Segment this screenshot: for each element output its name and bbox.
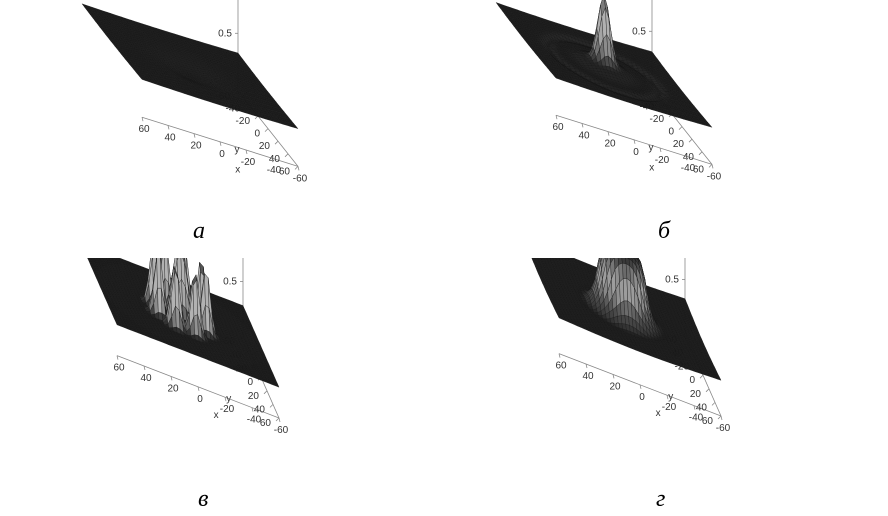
y-tick-label: 40 xyxy=(269,154,281,165)
x-tick-mark xyxy=(167,125,170,130)
x-tick-mark xyxy=(607,131,610,136)
x-tick-label: 0 xyxy=(633,147,639,158)
y-axis-label: y xyxy=(226,393,231,404)
x-tick-mark xyxy=(297,166,300,171)
x-tick-mark xyxy=(143,365,146,371)
x-tick-label: 40 xyxy=(140,373,152,384)
y-tick-label: 0 xyxy=(254,129,260,140)
panel-label-b: б xyxy=(658,218,671,244)
x-tick-mark xyxy=(711,164,714,169)
panel-b: 0.51n-60-40-200204060y-60-40-200204060x … xyxy=(444,0,888,258)
z-tick-label: 0.5 xyxy=(632,26,646,37)
y-tick-mark xyxy=(708,164,713,168)
z-tick-label: 0.5 xyxy=(223,276,237,287)
y-tick-label: 60 xyxy=(693,164,705,175)
y-tick-mark xyxy=(698,151,703,156)
x-tick-label: -40 xyxy=(247,415,262,426)
y-tick-label: -20 xyxy=(236,116,251,127)
y-tick-label: 20 xyxy=(259,141,271,152)
y-tick-mark xyxy=(275,417,280,422)
y-tick-mark xyxy=(294,166,299,170)
z-tick-label: 0.5 xyxy=(218,28,232,39)
x-tick-label: 20 xyxy=(167,383,179,394)
x-tick-label: -60 xyxy=(274,425,289,436)
x-tick-mark xyxy=(245,149,248,155)
y-tick-label: 60 xyxy=(260,418,272,429)
y-tick-label: 60 xyxy=(279,166,291,177)
y-tick-label: 0 xyxy=(668,127,674,138)
y-tick-label: 20 xyxy=(673,139,685,150)
panel-c: 0.51n-60-40-200204060y-60-40-200204060x … xyxy=(0,258,444,516)
x-tick-label: 20 xyxy=(604,139,616,150)
x-tick-label: -60 xyxy=(707,171,722,182)
y-tick-mark xyxy=(269,404,274,408)
y-tick-mark xyxy=(274,140,279,145)
x-tick-label: 0 xyxy=(197,394,203,405)
x-tick-mark xyxy=(659,147,662,153)
y-axis-label: y xyxy=(235,144,240,155)
x-tick-mark xyxy=(224,397,227,402)
x-tick-mark xyxy=(633,139,636,144)
surface-mesh xyxy=(87,258,280,388)
x-tick-label: 60 xyxy=(552,122,564,133)
x-tick-mark xyxy=(271,158,274,163)
x-axis-label: x xyxy=(214,410,219,421)
x-tick-mark xyxy=(555,115,558,120)
y-tick-label: 20 xyxy=(248,391,260,402)
y-tick-mark xyxy=(688,138,693,143)
y-tick-label: 0 xyxy=(247,377,253,388)
y-tick-label: 40 xyxy=(254,404,266,415)
y-tick-label: 40 xyxy=(683,152,695,163)
surface-patch xyxy=(292,125,299,129)
x-tick-label: -60 xyxy=(293,173,308,184)
x-tick-mark xyxy=(116,355,119,360)
x-tick-label: 60 xyxy=(113,363,125,374)
x-tick-label: 60 xyxy=(138,124,150,135)
y-tick-mark xyxy=(678,126,683,130)
x-tick-mark xyxy=(685,156,688,161)
z-axis-label: n xyxy=(625,0,631,1)
x-tick-label: -20 xyxy=(655,155,670,166)
x-tick-label: 20 xyxy=(190,141,202,152)
x-tick-label: 40 xyxy=(164,132,176,143)
x-tick-mark xyxy=(170,376,173,381)
x-tick-label: -20 xyxy=(241,157,256,168)
surface-mesh xyxy=(495,0,713,128)
y-tick-mark xyxy=(264,128,269,132)
x-tick-mark xyxy=(251,407,254,412)
x-tick-label: -40 xyxy=(681,163,696,174)
y-tick-label: -20 xyxy=(650,114,665,125)
y-axis-label: y xyxy=(649,142,654,153)
panel-label-a: а xyxy=(193,218,205,244)
surface-patch xyxy=(706,124,713,128)
x-tick-mark xyxy=(141,117,144,122)
x-tick-mark xyxy=(278,417,281,423)
x-tick-mark xyxy=(219,141,222,146)
panel-a: 0.51n-60-40-200204060y-60-40-200204060x … xyxy=(0,0,444,258)
x-tick-label: -20 xyxy=(220,404,235,415)
x-tick-label: 0 xyxy=(219,149,225,160)
x-tick-mark xyxy=(581,123,584,128)
x-tick-mark xyxy=(193,133,196,138)
x-axis-label: x xyxy=(649,162,654,173)
x-tick-label: 40 xyxy=(578,130,590,141)
y-tick-mark xyxy=(284,153,289,158)
z-axis-label: n xyxy=(211,0,217,3)
x-tick-mark xyxy=(197,386,200,391)
x-axis-label: x xyxy=(235,164,240,175)
x-tick-label: -40 xyxy=(267,165,282,176)
surface-mesh xyxy=(81,3,299,129)
y-tick-mark xyxy=(263,390,268,395)
